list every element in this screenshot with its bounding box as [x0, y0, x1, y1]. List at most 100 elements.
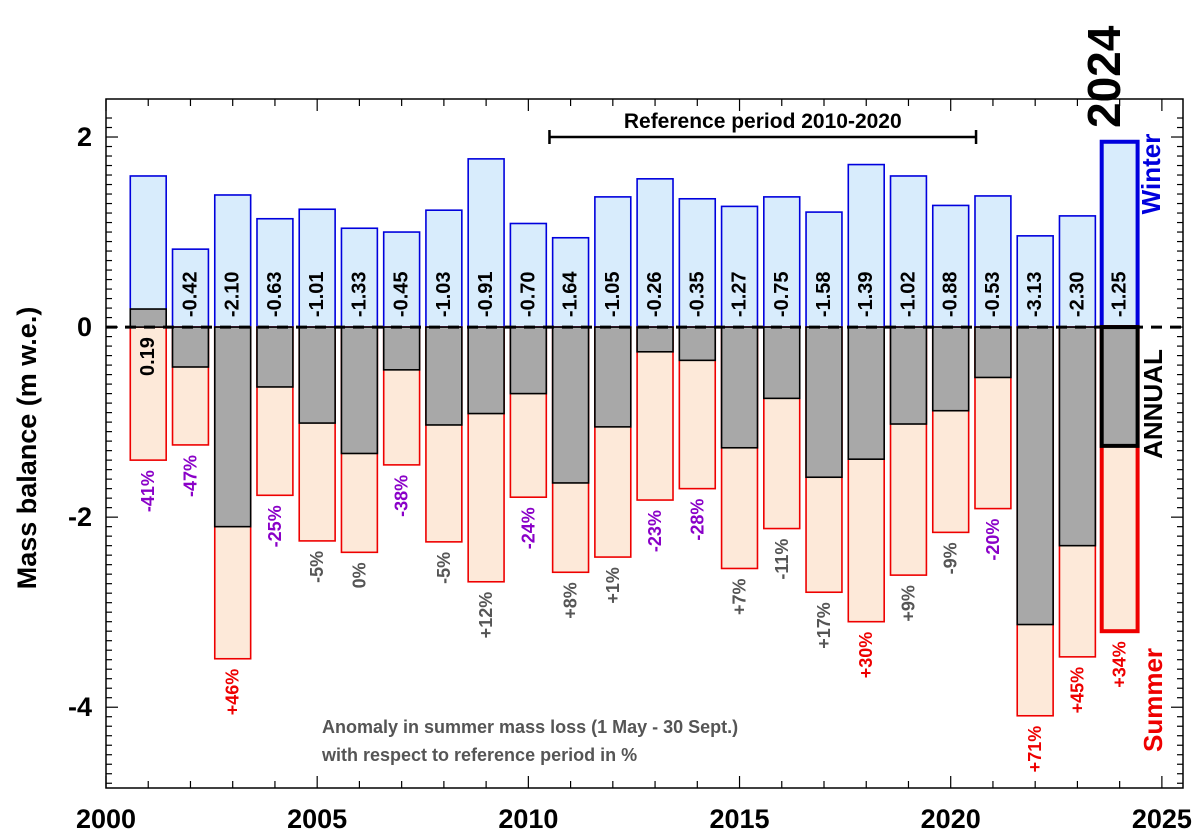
x-tick-label: 2005 — [287, 804, 347, 832]
winter-bar — [931, 204, 970, 328]
x-tick-label: 2000 — [76, 804, 136, 832]
highlight-year-label: 2024 — [1078, 25, 1130, 128]
anomaly-label: -5% — [307, 551, 327, 583]
winter-bar — [847, 163, 885, 328]
annual-side-label: ANNUAL — [1138, 349, 1168, 459]
annual-bar — [213, 326, 252, 528]
annual-value-label: -1.25 — [1109, 271, 1131, 317]
annual-bar — [931, 326, 970, 412]
winter-bar — [636, 178, 674, 328]
winter-bar — [974, 195, 1012, 328]
winter-bar — [551, 236, 590, 328]
anomaly-label: +9% — [898, 585, 918, 622]
winter-bar — [509, 222, 548, 328]
annual-value-label: -2.30 — [1066, 271, 1088, 317]
annual-value-label: -0.42 — [179, 271, 201, 317]
plot-frame — [105, 98, 1184, 789]
annual-bar — [1099, 325, 1140, 448]
reference-period-label: Reference period 2010-2020 — [624, 110, 902, 133]
x-tick-label: 2025 — [1132, 804, 1192, 832]
winter-bar — [1058, 215, 1097, 328]
annual-bar — [889, 326, 928, 425]
y-tick-label: -2 — [68, 502, 92, 532]
annual-value-label: -1.58 — [813, 271, 835, 317]
anomaly-note-line-2: with respect to reference period in % — [321, 745, 637, 765]
anomaly-label: -25% — [265, 505, 285, 547]
winter-bar — [256, 217, 294, 328]
winter-bar — [720, 205, 759, 328]
annual-bar — [340, 326, 379, 455]
annual-bar — [594, 326, 632, 428]
annual-bar — [847, 326, 885, 460]
y-tick-label: -4 — [68, 692, 92, 722]
summer-side-label: Summer — [1138, 648, 1168, 752]
x-tick-label: 2010 — [498, 804, 558, 832]
reference-period: Reference period 2010-2020 — [548, 110, 978, 145]
anomaly-label: 0% — [349, 562, 369, 588]
summer-bar — [636, 326, 674, 501]
summer-bar — [129, 326, 167, 461]
annual-bar — [551, 326, 590, 484]
annual-bar — [1016, 326, 1054, 626]
annual-bar — [678, 326, 717, 362]
anomaly-label: -47% — [180, 455, 200, 497]
annual-value-label: -1.33 — [348, 271, 370, 317]
y-tick-label: 2 — [77, 122, 92, 152]
annual-value-label: -1.05 — [602, 271, 624, 317]
anomaly-label: +8% — [561, 582, 581, 619]
winter-side-label: Winter — [1136, 134, 1166, 215]
annual-value-label: -1.03 — [433, 271, 455, 317]
annual-value-label: -1.01 — [306, 271, 328, 317]
annual-value-label: -0.88 — [940, 271, 962, 317]
annual-value-label: -0.45 — [391, 271, 413, 317]
anomaly-label: +45% — [1067, 667, 1087, 714]
annual-value-label: -3.13 — [1024, 271, 1046, 317]
annual-value-label: -0.26 — [644, 271, 666, 317]
annual-value-label: -0.63 — [264, 271, 286, 317]
anomaly-note-line-1: Anomaly in summer mass loss (1 May - 30 … — [322, 717, 738, 737]
anomaly-label: -23% — [645, 510, 665, 552]
winter-bar — [213, 194, 252, 328]
annual-bar — [129, 308, 167, 328]
annual-bar — [467, 326, 505, 415]
anomaly-label: +12% — [476, 592, 496, 639]
annual-value-label: 0.19 — [137, 337, 159, 376]
annual-value-label: -0.70 — [517, 271, 539, 317]
annual-value-label: -0.91 — [475, 271, 497, 317]
anomaly-label: -28% — [687, 499, 707, 541]
winter-bar — [382, 231, 421, 328]
anomaly-label: -11% — [772, 539, 792, 580]
annual-bar — [509, 326, 548, 395]
annual-value-label: -1.64 — [560, 271, 582, 317]
anomaly-label: -9% — [941, 542, 961, 574]
annual-value-label: -1.39 — [855, 271, 877, 317]
anomaly-label: -20% — [983, 519, 1003, 561]
annual-bar — [256, 326, 294, 388]
annual-bar — [720, 326, 759, 449]
anomaly-label: +1% — [603, 567, 623, 604]
anomaly-label: -5% — [434, 552, 454, 584]
anomaly-label: -41% — [138, 470, 158, 512]
annual-bar — [171, 326, 210, 368]
winter-bar — [805, 211, 843, 328]
winter-bar — [298, 208, 336, 328]
y-tick-label: 0 — [77, 312, 92, 342]
winter-bar — [425, 209, 463, 328]
y-axis-label: Mass balance (m w.e.) — [12, 307, 42, 590]
bars-layer — [129, 139, 1140, 717]
x-tick-label: 2015 — [709, 804, 769, 832]
annual-value-label: -0.75 — [771, 271, 793, 317]
anomaly-label: +30% — [856, 632, 876, 679]
anomaly-label: +46% — [223, 669, 243, 716]
anomaly-label: -24% — [518, 507, 538, 549]
winter-bar — [763, 196, 801, 328]
annual-bar — [382, 326, 421, 371]
annual-bar — [805, 326, 843, 479]
winter-bar — [467, 158, 505, 328]
annual-value-label: -0.53 — [982, 271, 1004, 317]
annual-bar — [974, 326, 1012, 379]
annual-bar — [425, 326, 463, 426]
annual-value-label: -1.02 — [897, 271, 919, 317]
x-tick-label: 2020 — [921, 804, 981, 832]
